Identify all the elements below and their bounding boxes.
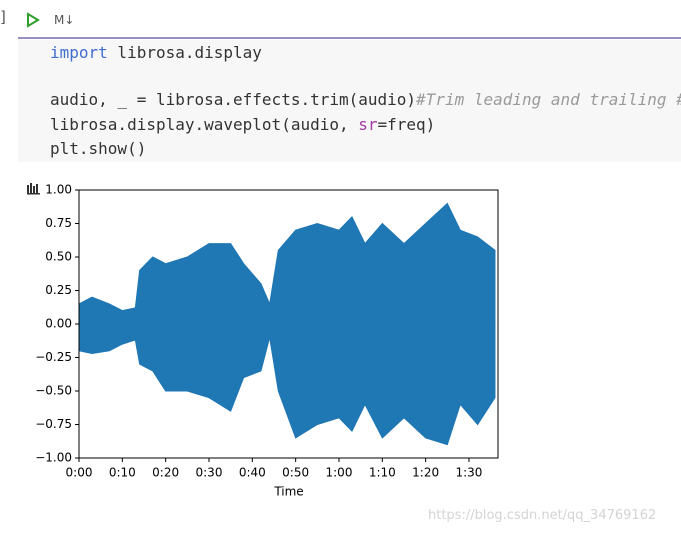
waveform: [78, 323, 496, 446]
x-tick-label: 1:10: [369, 466, 396, 480]
y-tick-label: 0.50: [45, 250, 72, 264]
comment: #Trim leading and trailing #: [416, 90, 681, 109]
code-line: plt.show(): [50, 139, 146, 158]
code-text: =freq): [377, 115, 436, 134]
y-tick-label: 1.00: [45, 183, 72, 197]
x-tick-label: 0:40: [239, 466, 266, 480]
y-tick-label: 0.75: [45, 216, 72, 230]
param: sr: [358, 115, 378, 134]
x-tick-label: 0:50: [282, 466, 309, 480]
x-tick-label: 0:30: [196, 466, 223, 480]
run-icon: [27, 12, 40, 28]
x-tick-label: 1:30: [455, 466, 482, 480]
code-text: librosa.display: [107, 43, 262, 62]
code-cell[interactable]: import librosa.display audio, _ = libros…: [18, 40, 681, 162]
watermark: https://blog.csdn.net/qq_34769162: [428, 508, 657, 523]
run-button[interactable]: [26, 12, 40, 28]
code-line: librosa.display.waveplot(audio, sr=freq): [50, 115, 435, 134]
code-line: import librosa.display: [50, 43, 262, 62]
keyword: import: [50, 43, 108, 62]
code-text: plt.show(): [50, 139, 147, 158]
y-tick-label: −1.00: [35, 451, 72, 465]
chart-icon[interactable]: [27, 183, 40, 195]
cell-type[interactable]: M↓: [54, 13, 75, 27]
chart: Time −1.00 −0.75 −0.50 −0.25 0.00 0.25 0.50 0.7…: [24, 178, 506, 511]
code-text: librosa.display.waveplot(audio,: [50, 115, 359, 134]
x-tick-label: 0:20: [152, 466, 179, 480]
y-tick-label: −0.25: [35, 350, 72, 364]
x-tick-label: 1:20: [412, 466, 439, 480]
y-tick-label: −0.50: [35, 384, 72, 398]
y-tick-label: −0.75: [35, 417, 72, 431]
code-text: audio, _ = librosa.effects.trim(audio): [50, 90, 417, 109]
cell-bracket: ]: [0, 8, 6, 26]
waveform: [78, 202, 496, 325]
cell-border: [18, 37, 681, 39]
x-axis-label: Time: [273, 485, 303, 499]
y-tick-label: 0.25: [45, 283, 72, 297]
x-tick-label: 1:00: [326, 466, 353, 480]
x-tick-label: 0:10: [109, 466, 136, 480]
y-tick-label: 0.00: [45, 317, 72, 331]
code-line: audio, _ = librosa.effects.trim(audio)#T…: [50, 90, 681, 109]
x-tick-label: 0:00: [66, 466, 93, 480]
